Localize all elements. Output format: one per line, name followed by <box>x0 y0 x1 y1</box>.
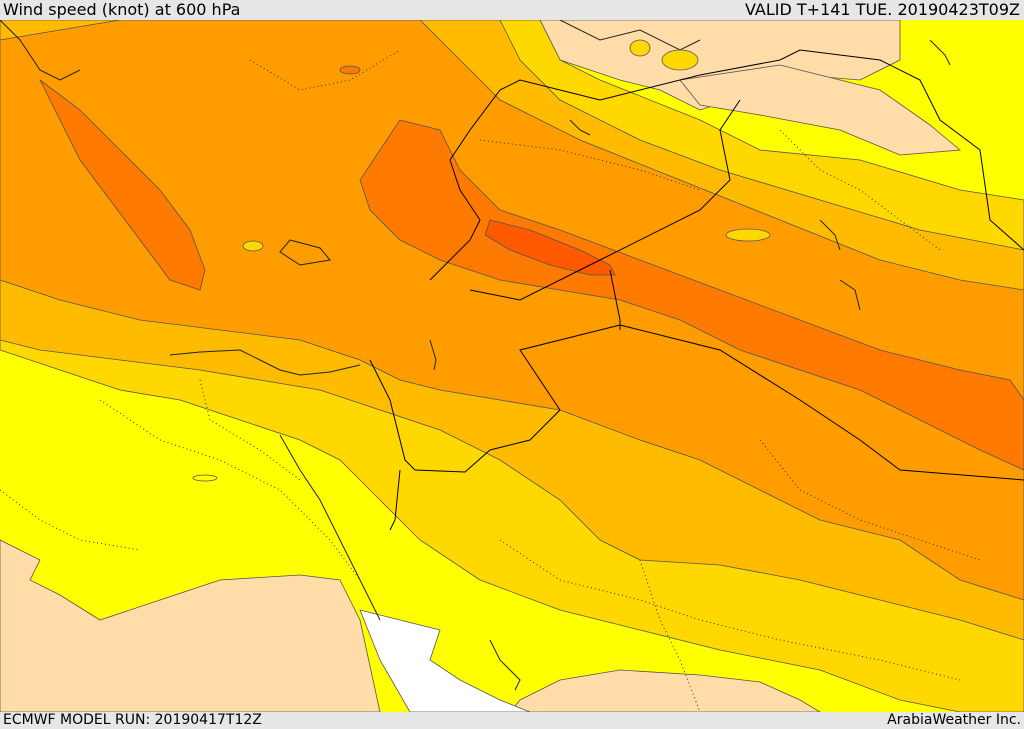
footer-bar: ECMWF MODEL RUN: 20190417T12Z ArabiaWeat… <box>0 712 1024 729</box>
wind-core-dark-orange-west <box>39 79 206 291</box>
wind-max-red-orange <box>484 219 616 276</box>
coastlines <box>0 20 951 691</box>
calm-area-southwest <box>0 539 381 712</box>
calm-area-east <box>679 64 962 156</box>
small-contours <box>242 39 771 252</box>
calm-area-saudi-south <box>509 669 821 712</box>
valid-time-label: VALID T+141 TUE. 20190423T09Z <box>744 0 1020 19</box>
header-bar: Wind speed (knot) at 600 hPa VALID T+141… <box>0 0 1024 20</box>
credit-label: ArabiaWeather Inc. <box>887 712 1021 728</box>
wind-band-deep-orange <box>0 20 1024 601</box>
political-borders <box>369 49 1024 531</box>
model-run-label: ECMWF MODEL RUN: 20190417T12Z <box>3 712 262 728</box>
wind-speed-map <box>0 20 1024 712</box>
wind-core-dark-orange <box>359 119 1024 471</box>
internal-borders <box>0 49 981 712</box>
missing-data-area <box>359 609 531 712</box>
small-contour-peach <box>339 65 361 75</box>
map-title: Wind speed (knot) at 600 hPa <box>3 0 241 19</box>
small-contour-yellow-south <box>192 474 218 482</box>
